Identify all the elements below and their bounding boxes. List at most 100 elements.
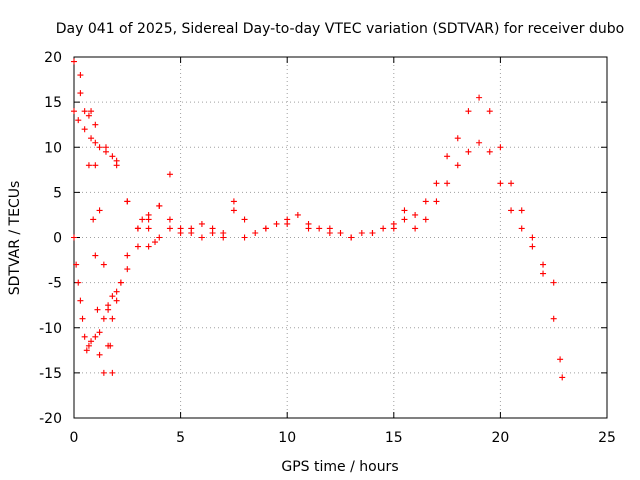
data-point (454, 135, 461, 142)
y-axis-label: SDTVAR / TECUs (7, 181, 23, 296)
series-track-c (71, 171, 173, 354)
data-point (465, 108, 472, 115)
y-tick-label: -20 (39, 411, 62, 427)
data-point (166, 225, 173, 232)
data-point (230, 198, 237, 205)
data-point (85, 342, 92, 349)
y-tick-label: -15 (39, 366, 62, 382)
data-point (109, 315, 116, 322)
data-point (90, 216, 97, 223)
data-point (380, 225, 387, 232)
data-point (134, 243, 141, 250)
data-point (145, 243, 152, 250)
data-point (77, 72, 84, 79)
data-point (77, 297, 84, 304)
data-point (145, 225, 152, 232)
chart-title: Day 041 of 2025, Sidereal Day-to-day VTE… (56, 21, 624, 37)
data-point (109, 153, 116, 160)
data-point (508, 180, 515, 187)
data-point (209, 225, 216, 232)
data-point (422, 198, 429, 205)
plot-frame (73, 56, 608, 419)
data-point (81, 108, 88, 115)
data-point (550, 315, 557, 322)
x-tick-label: 5 (176, 430, 185, 446)
data-point (75, 117, 82, 124)
data-point (77, 90, 84, 97)
data-point (305, 220, 312, 227)
grid-lines (74, 57, 607, 418)
data-point (145, 211, 152, 218)
data-point (518, 207, 525, 214)
data-point (273, 220, 280, 227)
data-point (540, 270, 547, 277)
data-point (529, 234, 536, 241)
data-point (105, 306, 112, 313)
axis-ticks: 0 5 10 15 20 25 -20 -15 -10 -5 0 5 10 15 20 (39, 50, 616, 446)
data-point (401, 207, 408, 214)
data-point (550, 279, 557, 286)
data-point (124, 252, 131, 259)
series-track-d (77, 72, 159, 376)
x-tick-label: 0 (70, 430, 79, 446)
data-point (124, 266, 131, 273)
data-point (94, 306, 101, 313)
y-tick-label: 0 (53, 231, 62, 247)
data-point (326, 229, 333, 236)
data-point (88, 338, 95, 345)
data-point (444, 180, 451, 187)
series-track-e (88, 108, 116, 376)
data-point (188, 225, 195, 232)
data-point (294, 211, 301, 218)
y-tick-label: 5 (53, 185, 62, 201)
data-point (198, 234, 205, 241)
data-point (96, 351, 103, 358)
y-tick-label: 15 (44, 95, 62, 111)
data-point (96, 329, 103, 336)
data-point (497, 144, 504, 151)
data-point (422, 216, 429, 223)
x-tick-label: 10 (278, 430, 296, 446)
data-point (444, 153, 451, 160)
data-point (100, 315, 107, 322)
data-point (75, 279, 82, 286)
data-point (241, 234, 248, 241)
data-point (433, 180, 440, 187)
data-point (100, 369, 107, 376)
data-point (284, 216, 291, 223)
data-point (113, 157, 120, 164)
data-point (390, 220, 397, 227)
data-point (109, 369, 116, 376)
data-point (134, 225, 141, 232)
x-axis-label: GPS time / hours (281, 459, 398, 475)
y-tick-label: 10 (44, 140, 62, 156)
data-point (337, 229, 344, 236)
y-tick-label: -10 (39, 321, 62, 337)
x-tick-label: 20 (491, 430, 509, 446)
data-points (71, 58, 566, 381)
data-point (113, 297, 120, 304)
data-point (241, 216, 248, 223)
data-point (177, 229, 184, 236)
data-point (88, 135, 95, 142)
data-point (454, 162, 461, 169)
data-point (559, 374, 566, 381)
x-tick-label: 15 (385, 430, 403, 446)
x-tick-label: 25 (598, 430, 616, 446)
data-point (557, 356, 564, 363)
data-point (497, 180, 504, 187)
data-point (71, 108, 77, 115)
data-point (96, 207, 103, 214)
data-point (81, 333, 88, 340)
data-point (113, 288, 120, 295)
data-point (92, 333, 99, 340)
data-point (369, 229, 376, 236)
data-point (220, 229, 227, 236)
data-point (156, 202, 163, 209)
data-point (73, 261, 80, 268)
data-point (540, 261, 547, 268)
data-point (92, 252, 99, 259)
data-point (92, 139, 99, 146)
data-point (107, 342, 114, 349)
